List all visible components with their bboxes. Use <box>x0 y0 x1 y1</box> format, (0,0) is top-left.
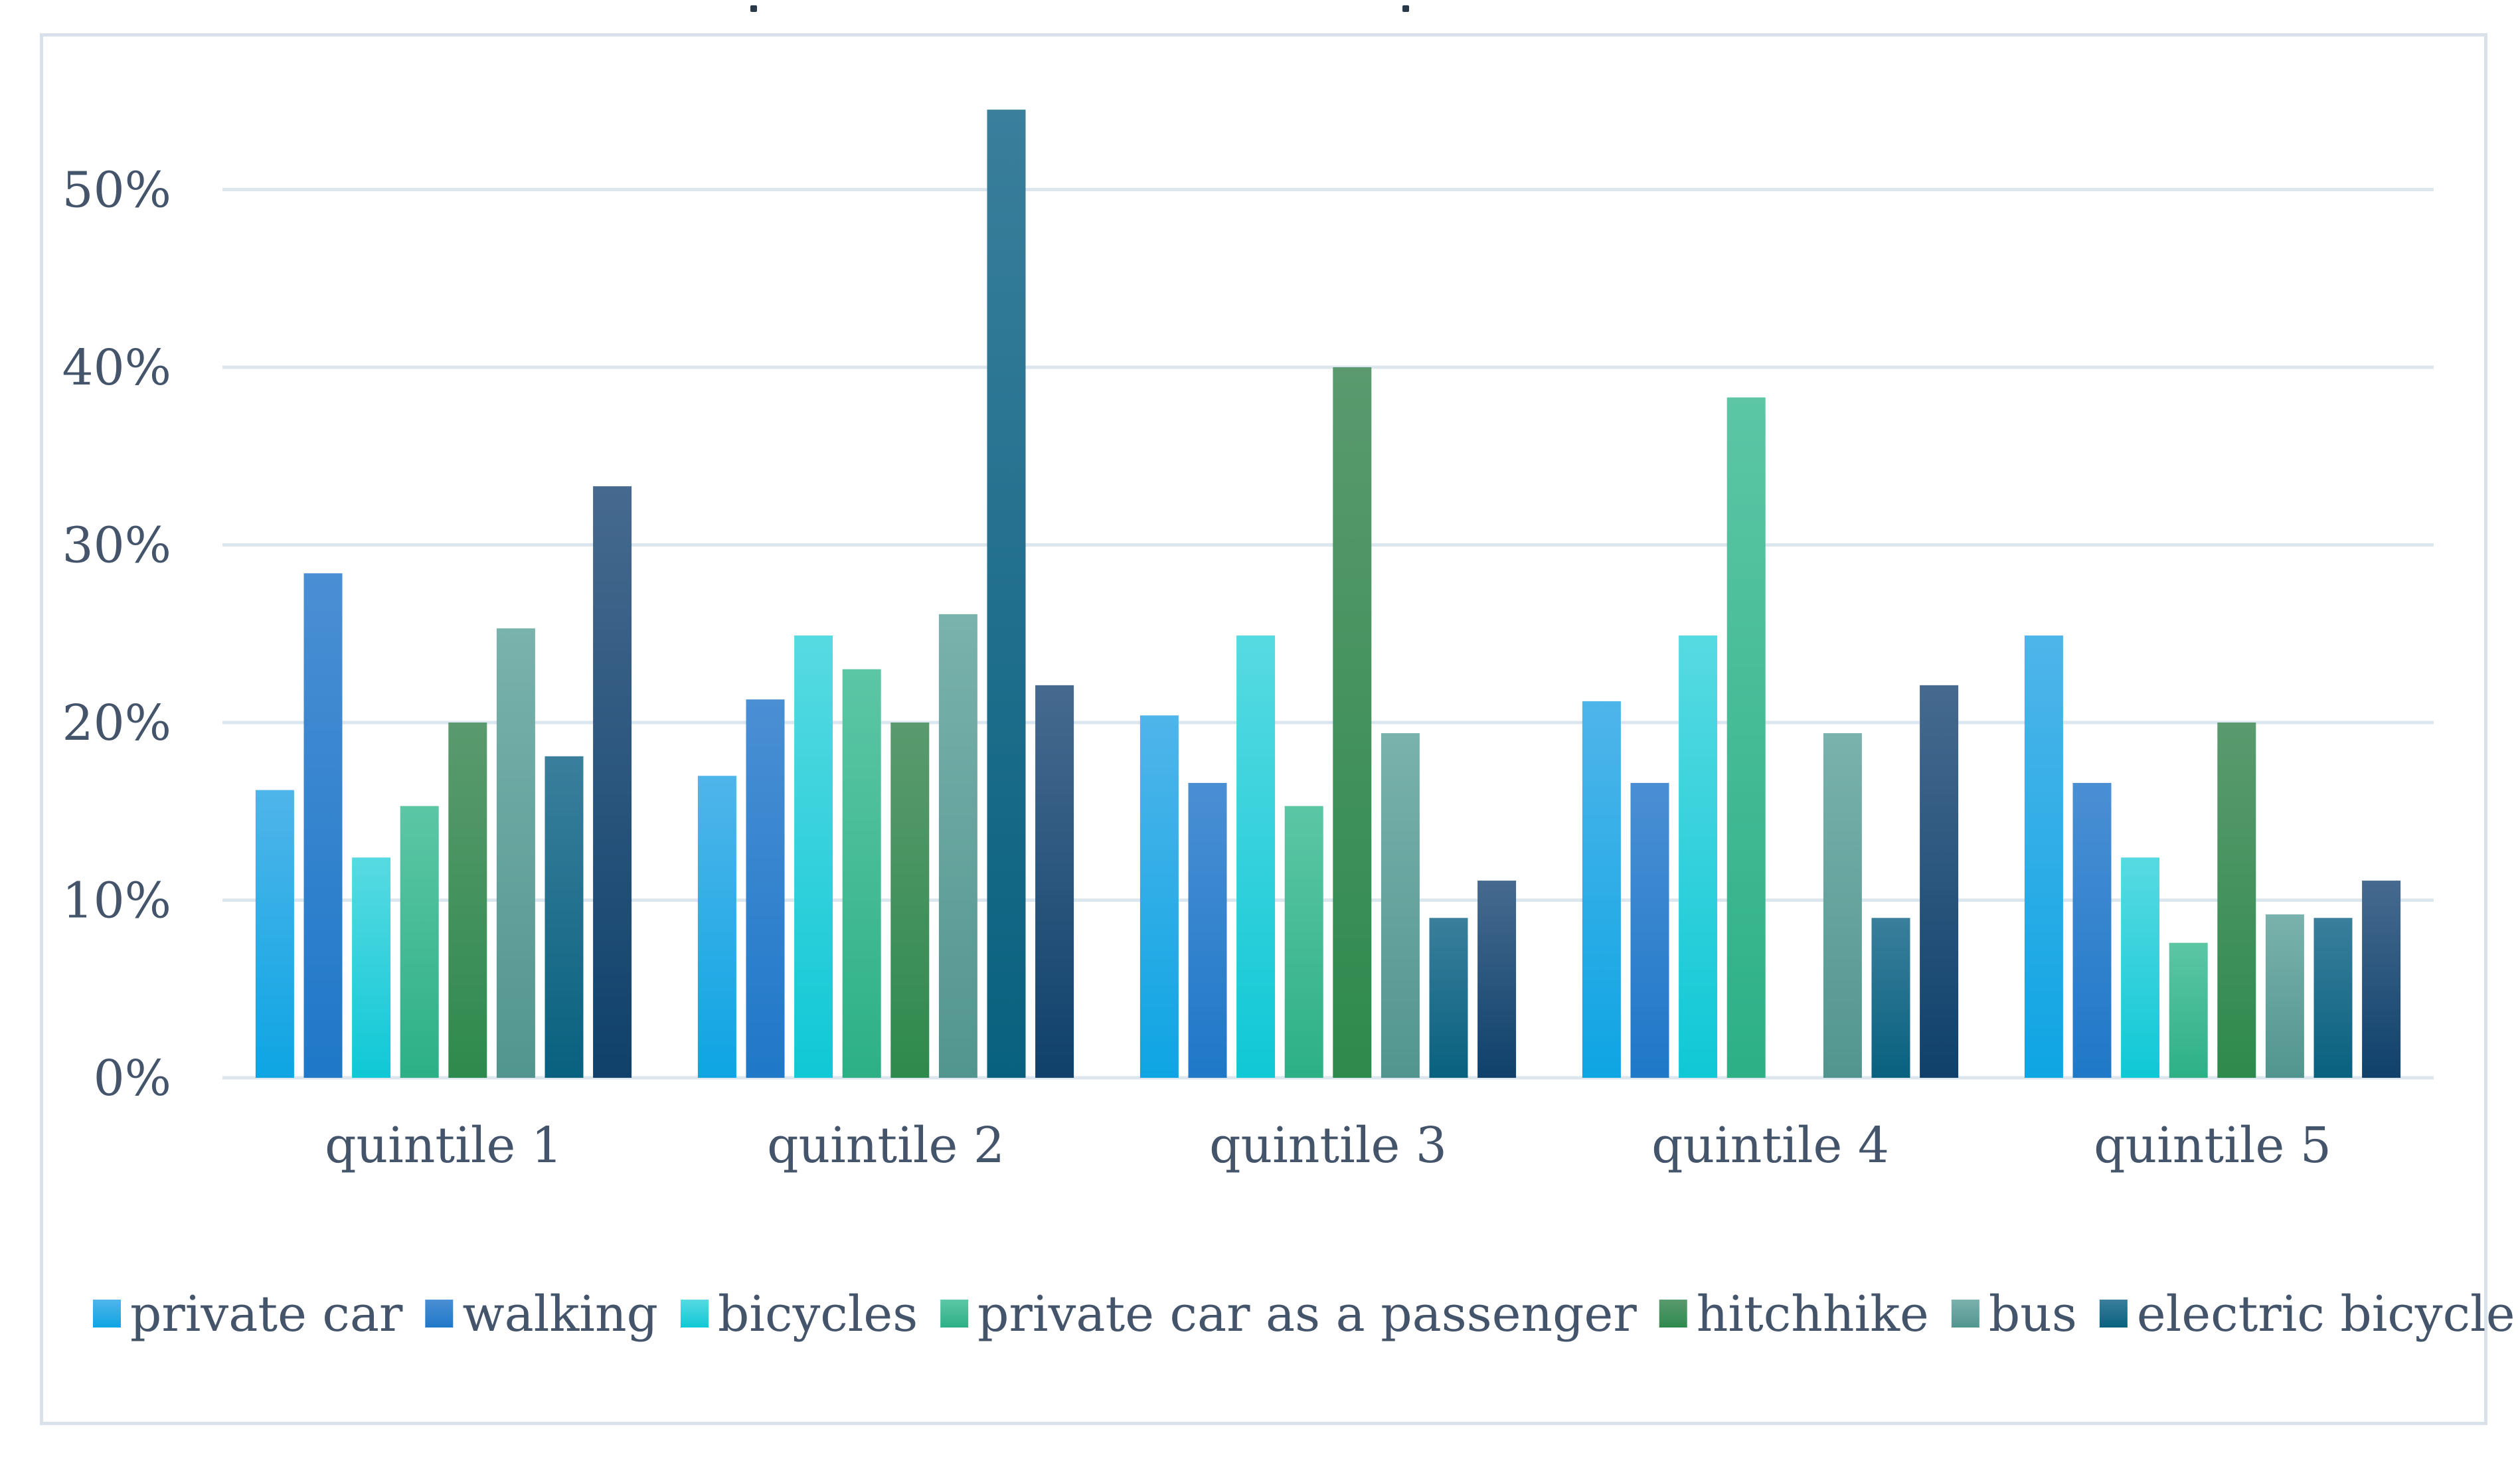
x-axis-category-labels: quintile 1 quintile 2 quintile 3 quintile 4… <box>325 1117 2331 1174</box>
bar-bus-quintile-4 <box>1823 733 1862 1078</box>
bar-hitchhike-quintile-5 <box>2217 723 2256 1078</box>
bar-train-quintile-1 <box>593 486 632 1078</box>
bar-bus-quintile-1 <box>496 628 535 1078</box>
bar-bicycles-quintile-1 <box>352 857 391 1078</box>
legend-swatch <box>2099 1300 2128 1328</box>
legend-label: hitchhike <box>1697 1286 1929 1343</box>
y-tick-label: 0% <box>94 1050 171 1107</box>
bar-electric-bicycle-quintile-4 <box>1871 918 1910 1078</box>
bar-bicycles-quintile-3 <box>1236 635 1276 1078</box>
bar-train-quintile-4 <box>1920 685 1959 1078</box>
bar-private-car-as-a-passenger-quintile-1 <box>400 806 439 1078</box>
bar-private-car-quintile-2 <box>697 776 736 1078</box>
legend: private car walking bicycles private car as… <box>93 1286 2515 1343</box>
y-tick-label: 50% <box>62 162 171 219</box>
legend-label: private car as a passenger <box>977 1286 1637 1343</box>
bar-private-car-as-a-passenger-quintile-2 <box>842 669 881 1078</box>
bar-walking-quintile-2 <box>746 699 785 1078</box>
bar-walking-quintile-4 <box>1630 782 1669 1078</box>
clipped-title-fragment <box>750 5 1414 21</box>
bar-private-car-as-a-passenger-quintile-3 <box>1284 806 1323 1078</box>
bar-private-car-quintile-5 <box>2024 635 2063 1078</box>
x-category-label: quintile 4 <box>1651 1117 1889 1174</box>
legend-swatch <box>940 1300 969 1328</box>
y-tick-label: 40% <box>62 339 171 396</box>
bar-electric-bicycle-quintile-2 <box>987 110 1026 1078</box>
bar-electric-bicycle-quintile-1 <box>545 756 584 1078</box>
legend-label: electric bicycle <box>2137 1286 2515 1343</box>
bar-hitchhike-quintile-3 <box>1333 367 1372 1078</box>
bar-electric-bicycle-quintile-3 <box>1429 918 1468 1078</box>
bar-private-car-quintile-1 <box>255 790 294 1078</box>
legend-swatch <box>93 1300 121 1328</box>
bar-private-car-as-a-passenger-quintile-4 <box>1726 397 1766 1078</box>
bar-bus-quintile-5 <box>2265 914 2304 1078</box>
legend-swatch <box>681 1300 709 1328</box>
gridlines <box>222 188 2434 1080</box>
bar-walking-quintile-1 <box>303 573 343 1078</box>
bar-bus-quintile-3 <box>1381 733 1420 1078</box>
bar-train-quintile-2 <box>1035 685 1074 1078</box>
y-tick-label: 30% <box>62 517 171 574</box>
bar-bicycles-quintile-2 <box>794 635 833 1078</box>
legend-label: private car <box>130 1286 403 1343</box>
y-tick-label: 10% <box>62 873 171 930</box>
x-category-label: quintile 1 <box>325 1117 562 1174</box>
bar-walking-quintile-3 <box>1188 782 1227 1078</box>
bar-train-quintile-3 <box>1477 881 1517 1078</box>
legend-label: walking <box>462 1286 658 1343</box>
bars <box>255 110 2401 1078</box>
bar-private-car-as-a-passenger-quintile-5 <box>2169 942 2208 1078</box>
x-category-label: quintile 3 <box>1209 1117 1447 1174</box>
legend-swatch <box>425 1300 454 1328</box>
bar-hitchhike-quintile-2 <box>890 723 930 1078</box>
bar-private-car-quintile-4 <box>1582 701 1621 1078</box>
bar-private-car-quintile-3 <box>1139 715 1179 1078</box>
legend-swatch <box>1659 1300 1687 1328</box>
bar-bicycles-quintile-5 <box>2121 857 2160 1078</box>
y-axis-tick-labels: 0% 10% 20% 30% 40% 50% <box>62 162 171 1108</box>
bar-bus-quintile-2 <box>938 614 977 1078</box>
x-category-label: quintile 5 <box>2094 1117 2331 1174</box>
legend-label: bicycles <box>718 1286 918 1343</box>
bar-electric-bicycle-quintile-5 <box>2313 918 2353 1078</box>
bar-train-quintile-5 <box>2362 881 2401 1078</box>
y-tick-label: 20% <box>62 695 171 752</box>
bar-bicycles-quintile-4 <box>1679 635 1718 1078</box>
legend-swatch <box>1951 1300 1979 1328</box>
bar-hitchhike-quintile-1 <box>448 723 487 1078</box>
legend-label: bus <box>1989 1286 2077 1343</box>
bar-walking-quintile-5 <box>2072 782 2112 1078</box>
x-category-label: quintile 2 <box>767 1117 1005 1174</box>
